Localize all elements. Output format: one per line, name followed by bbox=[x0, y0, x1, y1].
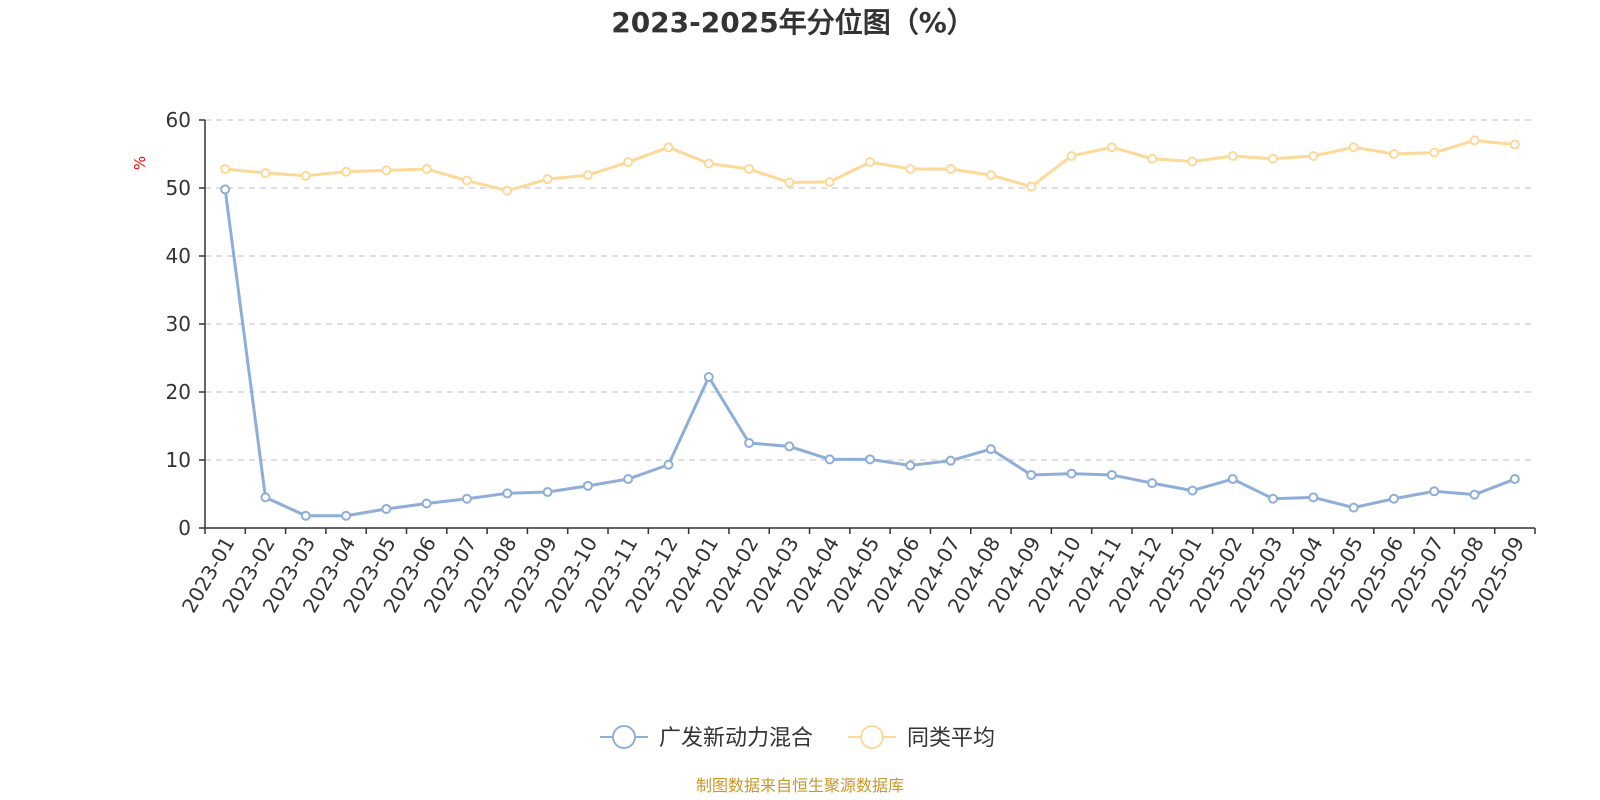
data-point bbox=[300, 510, 311, 521]
y-tick-label: 0 bbox=[178, 516, 191, 540]
data-point bbox=[985, 170, 996, 181]
data-point bbox=[1026, 469, 1037, 480]
data-point bbox=[1469, 135, 1480, 146]
data-point bbox=[1106, 142, 1117, 153]
data-point bbox=[1147, 478, 1158, 489]
legend-marker-icon bbox=[860, 725, 884, 749]
data-point bbox=[542, 174, 553, 185]
data-point bbox=[1106, 469, 1117, 480]
data-point bbox=[703, 158, 714, 169]
data-point bbox=[381, 503, 392, 514]
series-line-0 bbox=[223, 189, 1516, 518]
data-point bbox=[1348, 142, 1359, 153]
data-point bbox=[220, 184, 231, 195]
data-point bbox=[1268, 493, 1279, 504]
y-tick-label: 30 bbox=[166, 312, 191, 336]
data-point bbox=[1348, 502, 1359, 513]
data-point bbox=[945, 163, 956, 174]
data-point bbox=[824, 176, 835, 187]
y-tick-label: 40 bbox=[166, 244, 191, 268]
data-point bbox=[1429, 486, 1440, 497]
data-point bbox=[1227, 151, 1238, 162]
data-point bbox=[542, 486, 553, 497]
data-point bbox=[1066, 151, 1077, 162]
data-point bbox=[865, 454, 875, 465]
x-axis: 2023-012023-022023-032023-042023-052023-… bbox=[177, 527, 1536, 617]
chart-title: 2023-2025年分位图（%） bbox=[611, 6, 975, 39]
data-point bbox=[1308, 492, 1319, 503]
y-tick-label: 60 bbox=[166, 108, 191, 132]
legend-marker-icon bbox=[612, 725, 636, 749]
data-point bbox=[744, 163, 755, 174]
data-point bbox=[1388, 149, 1399, 159]
data-point bbox=[1187, 156, 1198, 167]
y-axis: 0 10 20 30 40 50 60 bbox=[166, 108, 206, 540]
data-point bbox=[623, 157, 634, 168]
data-point bbox=[461, 175, 472, 186]
data-point bbox=[1026, 181, 1037, 192]
data-point bbox=[1227, 474, 1238, 485]
data-point bbox=[945, 455, 956, 466]
data-point bbox=[663, 142, 674, 153]
legend-label: 广发新动力混合 bbox=[659, 726, 813, 751]
data-point bbox=[1187, 485, 1198, 496]
y-tick-label: 50 bbox=[166, 176, 191, 200]
source-note: 制图数据来自恒生聚源数据库 bbox=[696, 776, 904, 795]
data-point bbox=[784, 441, 795, 452]
legend-item-1[interactable]: 同类平均 bbox=[848, 725, 995, 751]
data-point bbox=[1509, 474, 1520, 485]
data-point bbox=[744, 438, 755, 448]
data-point bbox=[1388, 493, 1399, 504]
data-point bbox=[260, 492, 271, 503]
data-point bbox=[300, 170, 311, 181]
y-tick-label: 10 bbox=[166, 448, 191, 472]
data-point bbox=[502, 488, 513, 499]
data-point bbox=[461, 493, 472, 504]
data-point bbox=[703, 372, 714, 383]
data-point bbox=[623, 474, 634, 485]
data-point bbox=[865, 157, 875, 168]
series-layer bbox=[220, 135, 1520, 521]
data-point bbox=[381, 165, 392, 176]
legend-item-0[interactable]: 广发新动力混合 bbox=[600, 725, 813, 751]
data-point bbox=[663, 459, 674, 470]
data-point bbox=[582, 170, 593, 181]
data-point bbox=[341, 166, 352, 177]
data-point bbox=[1509, 139, 1520, 150]
y-tick-label: 20 bbox=[166, 380, 191, 404]
data-point bbox=[260, 168, 271, 179]
data-point bbox=[502, 185, 513, 196]
data-point bbox=[421, 163, 432, 174]
data-point bbox=[582, 480, 593, 491]
data-point bbox=[1429, 147, 1440, 158]
data-point bbox=[1469, 489, 1480, 500]
data-point bbox=[905, 163, 916, 174]
legend-label: 同类平均 bbox=[907, 726, 995, 751]
legend: 广发新动力混合 同类平均 bbox=[600, 725, 995, 751]
data-point bbox=[1308, 151, 1319, 162]
data-point bbox=[1147, 153, 1158, 164]
data-point bbox=[1268, 153, 1279, 164]
data-point bbox=[341, 510, 352, 521]
data-point bbox=[220, 163, 231, 174]
data-point bbox=[824, 454, 835, 465]
data-point bbox=[985, 444, 996, 455]
data-point bbox=[421, 498, 432, 509]
data-point bbox=[1066, 468, 1077, 479]
y-unit-label: % bbox=[131, 156, 149, 170]
data-point bbox=[784, 177, 795, 188]
data-point bbox=[905, 460, 916, 471]
